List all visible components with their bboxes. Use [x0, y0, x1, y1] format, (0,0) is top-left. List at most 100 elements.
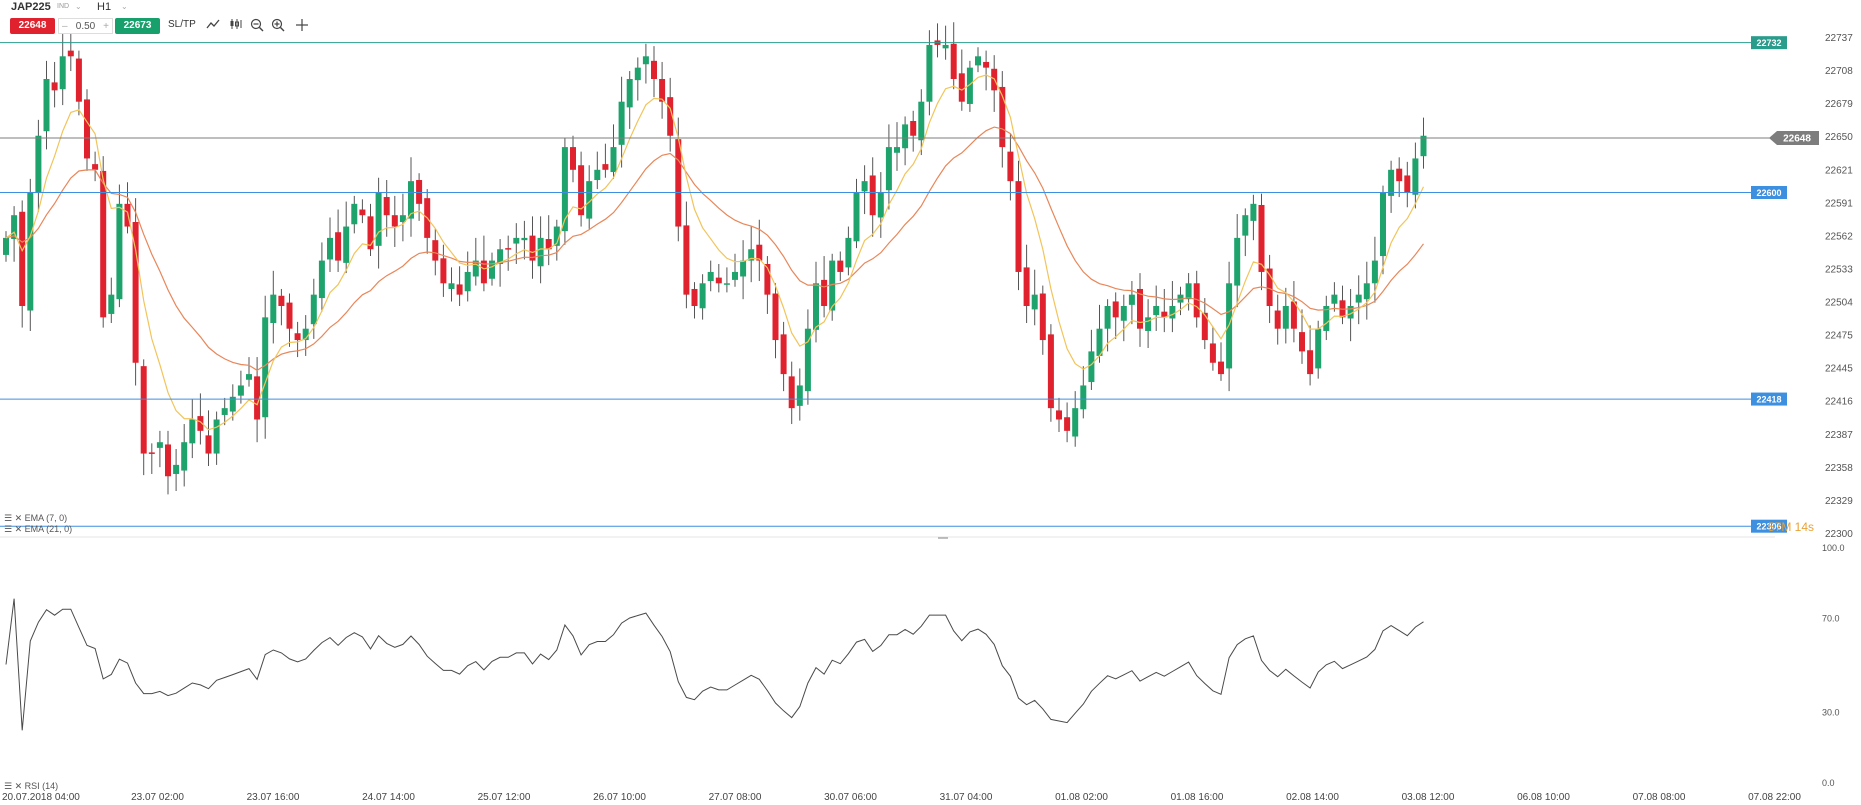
zoom-in-icon[interactable]: [270, 18, 286, 34]
candle-bear: [683, 225, 690, 295]
timeframe-label[interactable]: H1: [97, 1, 112, 13]
candle-bear: [335, 232, 342, 261]
candle-bear: [294, 333, 301, 341]
candle-bear: [570, 147, 576, 170]
y-tick-label: 22416: [1825, 397, 1853, 408]
candle-bull: [1031, 294, 1038, 310]
ema-slow-line: [5, 126, 1424, 372]
candle-bear: [715, 277, 722, 284]
y-tick-label: 22650: [1825, 132, 1853, 143]
candle-bull: [489, 260, 495, 279]
quantity-stepper[interactable]: – 0.50 +: [58, 18, 113, 34]
rsi-legend[interactable]: ☰ ✕ RSI (14): [4, 781, 58, 792]
candle-bull: [27, 192, 34, 311]
candle-bull: [310, 294, 317, 325]
candle-bull: [1380, 192, 1386, 257]
remove-icon[interactable]: ✕: [14, 524, 23, 534]
candle-bull: [343, 226, 350, 263]
candle-bull: [351, 203, 358, 225]
candle-bull: [1185, 283, 1192, 300]
x-tick-label: 31.07 04:00: [940, 792, 993, 803]
candle-bull: [375, 192, 382, 246]
candle-bull: [748, 249, 755, 261]
candle-bear: [254, 376, 261, 420]
crosshair-icon[interactable]: [294, 18, 310, 34]
x-tick-label: 24.07 14:00: [362, 792, 415, 803]
y-tick-label: 22475: [1825, 331, 1853, 342]
candle-bear: [1064, 417, 1071, 431]
candle-bear: [1112, 301, 1119, 318]
candle-bear: [1218, 361, 1224, 375]
candle-bull: [399, 215, 406, 223]
decrease-icon[interactable]: –: [62, 21, 68, 32]
candle-bull: [813, 283, 819, 330]
symbol-chevron-down-icon[interactable]: ⌄: [75, 2, 82, 11]
quantity-value[interactable]: 0.50: [75, 21, 96, 32]
sltp-button[interactable]: SL/TP: [168, 19, 196, 30]
candle-bear: [772, 293, 779, 341]
candle-bull: [11, 215, 18, 240]
buy-button[interactable]: 22673: [115, 18, 160, 34]
trend-line-icon[interactable]: [205, 18, 221, 34]
candle-bear: [869, 175, 876, 216]
candle-bull: [877, 192, 884, 218]
rsi-label: RSI (14): [24, 781, 59, 791]
y-tick-label: 22737: [1825, 33, 1853, 44]
candle-bull: [521, 237, 528, 241]
candle-bull: [1169, 305, 1176, 319]
remove-icon[interactable]: ✕: [14, 781, 23, 791]
drag-handle-icon[interactable]: ☰: [4, 513, 13, 523]
candle-bear: [1258, 204, 1265, 272]
timeframe-chevron-down-icon[interactable]: ⌄: [121, 2, 128, 11]
ema-fast-legend[interactable]: ☰ ✕ EMA (7, 0): [4, 513, 67, 524]
level-price-label: 22418: [1756, 395, 1781, 405]
ema-slow-label: EMA (21, 0): [24, 524, 73, 534]
candle-bear: [1307, 350, 1314, 375]
candle-bear: [278, 295, 285, 306]
candle-bull: [221, 408, 228, 415]
candle-bear: [359, 209, 366, 216]
candle-bull: [1242, 215, 1249, 236]
zoom-out-icon[interactable]: [249, 18, 265, 34]
candle-bull: [1355, 294, 1362, 303]
ema-fast-label: EMA (7, 0): [24, 513, 68, 523]
candle-bear: [456, 284, 463, 295]
candle-bull: [537, 237, 544, 267]
candle-bear: [837, 260, 844, 272]
candle-bull: [472, 260, 479, 277]
candle-bull: [497, 249, 504, 265]
x-tick-label: 02.08 14:00: [1286, 792, 1339, 803]
x-tick-label: 01.08 16:00: [1171, 792, 1224, 803]
candle-bear: [1290, 301, 1297, 329]
x-tick-label: 30.07 06:00: [824, 792, 877, 803]
candle-bear: [1209, 343, 1216, 363]
candle-bull: [894, 147, 900, 153]
drag-handle-icon[interactable]: ☰: [4, 524, 13, 534]
candle-bull: [586, 181, 593, 219]
x-tick-label: 23.07 02:00: [131, 792, 184, 803]
x-tick-label: 25.07 12:00: [478, 792, 531, 803]
candle-bull: [975, 56, 981, 66]
rsi-line: [5, 598, 1424, 731]
candle-type-icon[interactable]: [228, 18, 244, 34]
drag-handle-icon[interactable]: ☰: [4, 781, 13, 791]
ema-slow-legend[interactable]: ☰ ✕ EMA (21, 0): [4, 524, 72, 535]
candle-bear: [602, 164, 609, 170]
y-tick-label: 22445: [1825, 364, 1853, 375]
candle-bull: [327, 237, 333, 260]
symbol-label[interactable]: JAP225: [11, 1, 51, 13]
sell-button[interactable]: 22648: [10, 18, 55, 34]
candle-bear: [1299, 332, 1305, 352]
candle-bear: [205, 435, 212, 454]
candle-bull: [732, 271, 738, 280]
candle-bull: [1323, 305, 1330, 331]
remove-icon[interactable]: ✕: [14, 513, 23, 523]
candle-bull: [302, 328, 309, 341]
candle-bull: [1388, 169, 1395, 196]
current-price-label: 22648: [1783, 134, 1811, 145]
x-tick-label: 07.08 08:00: [1633, 792, 1686, 803]
increase-icon[interactable]: +: [103, 21, 109, 32]
candle-bear: [148, 452, 155, 454]
candle-bear: [756, 244, 763, 261]
